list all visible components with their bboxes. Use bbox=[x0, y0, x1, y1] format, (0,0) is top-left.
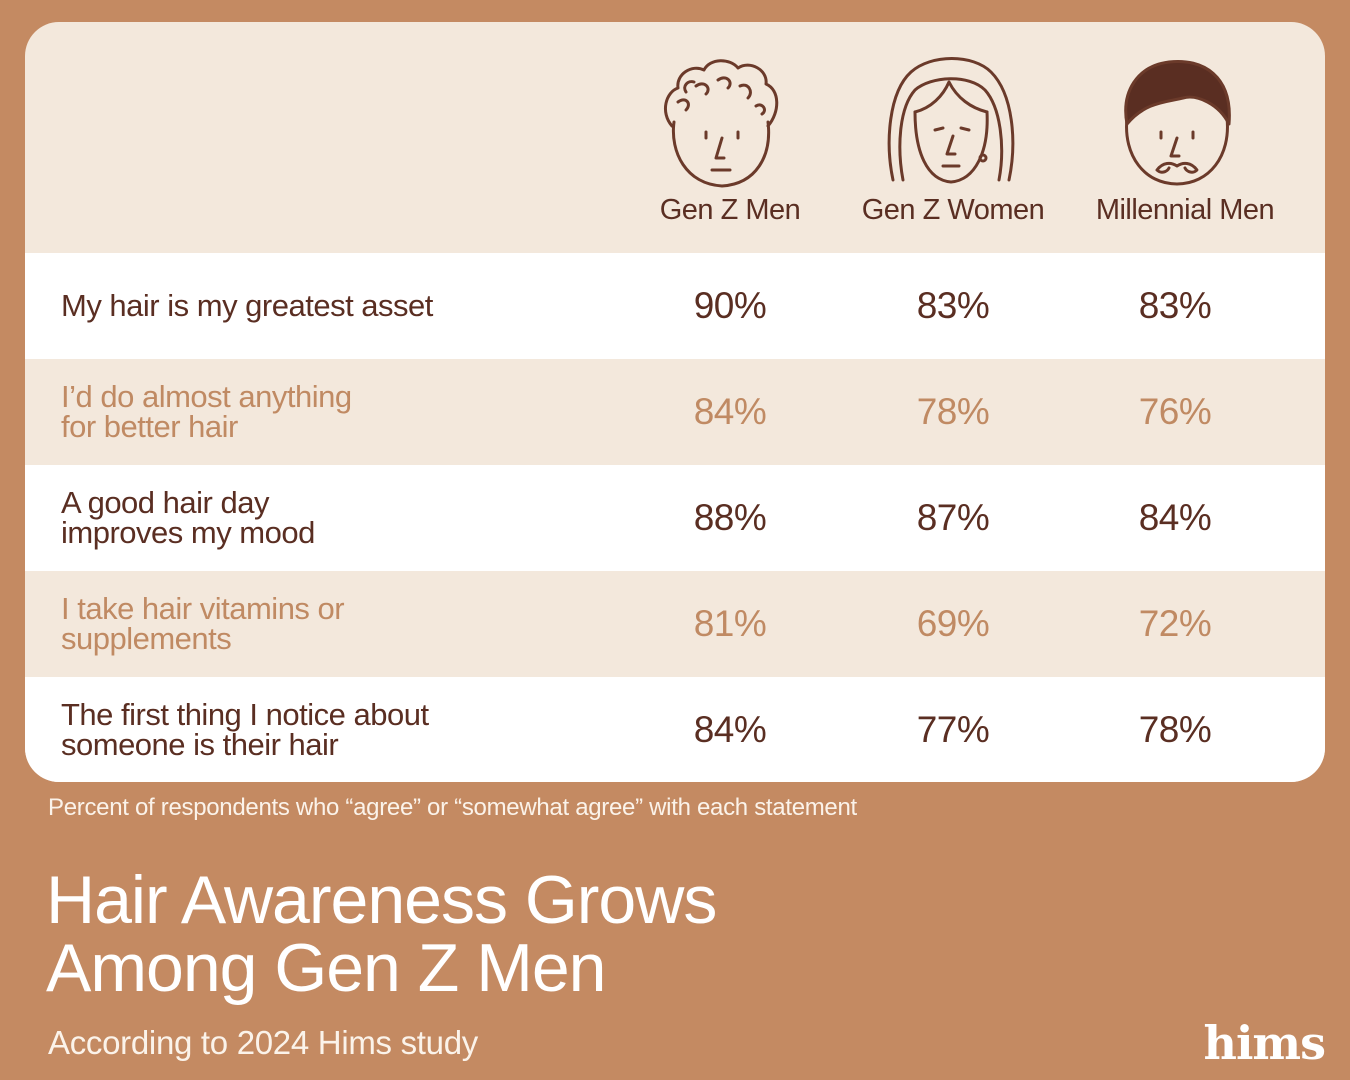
long-hair-woman-icon bbox=[887, 57, 1015, 184]
row-label: A good hair day improves my mood bbox=[61, 485, 315, 550]
chart-title-line-2: Among Gen Z Men bbox=[46, 930, 606, 1006]
row-label: The first thing I notice about someone i… bbox=[61, 697, 429, 762]
value-millennial-men: 76% bbox=[1138, 391, 1212, 432]
survey-table-card: Gen Z Men Gen Z Women Millennial Men My … bbox=[25, 22, 1325, 782]
value-gen-z-women: 78% bbox=[916, 391, 990, 432]
column-header-gen-z-women: Gen Z Women bbox=[861, 194, 1045, 226]
table-row: The first thing I notice about someone i… bbox=[25, 677, 1325, 782]
value-gen-z-men: 90% bbox=[693, 285, 767, 326]
value-gen-z-men: 84% bbox=[693, 391, 767, 432]
value-gen-z-women: 77% bbox=[916, 709, 990, 750]
value-millennial-men: 78% bbox=[1138, 709, 1212, 750]
table-row: I take hair vitamins or supplements 81% … bbox=[25, 571, 1325, 677]
row-label: My hair is my greatest asset bbox=[61, 288, 433, 323]
value-gen-z-men: 81% bbox=[693, 603, 767, 644]
value-gen-z-women: 87% bbox=[916, 497, 990, 538]
value-gen-z-women: 69% bbox=[916, 603, 990, 644]
table-footnote: Percent of respondents who “agree” or “s… bbox=[48, 794, 857, 821]
table-header: Gen Z Men Gen Z Women Millennial Men bbox=[25, 22, 1325, 253]
column-header-millennial-men: Millennial Men bbox=[1095, 194, 1275, 226]
hims-logo: hims bbox=[1203, 1016, 1326, 1070]
table-row: My hair is my greatest asset 90% 83% 83% bbox=[25, 253, 1325, 359]
value-gen-z-women: 83% bbox=[916, 285, 990, 326]
value-millennial-men: 72% bbox=[1138, 603, 1212, 644]
chart-subtitle: According to 2024 Hims study bbox=[48, 1024, 478, 1061]
value-millennial-men: 84% bbox=[1138, 497, 1212, 538]
curly-hair-man-icon bbox=[663, 59, 779, 188]
mustache-man-icon bbox=[1124, 59, 1231, 186]
chart-title-line-1: Hair Awareness Grows bbox=[46, 862, 717, 938]
chart-title: Hair Awareness Grows Among Gen Z Men bbox=[46, 862, 717, 1006]
table-row: I’d do almost anything for better hair 8… bbox=[25, 359, 1325, 465]
row-label: I’d do almost anything for better hair bbox=[61, 379, 352, 444]
row-label: I take hair vitamins or supplements bbox=[61, 591, 345, 656]
value-gen-z-men: 88% bbox=[693, 497, 767, 538]
value-millennial-men: 83% bbox=[1138, 285, 1212, 326]
table-row: A good hair day improves my mood 88% 87%… bbox=[25, 465, 1325, 571]
value-gen-z-men: 84% bbox=[693, 709, 767, 750]
column-header-gen-z-men: Gen Z Men bbox=[659, 194, 801, 226]
